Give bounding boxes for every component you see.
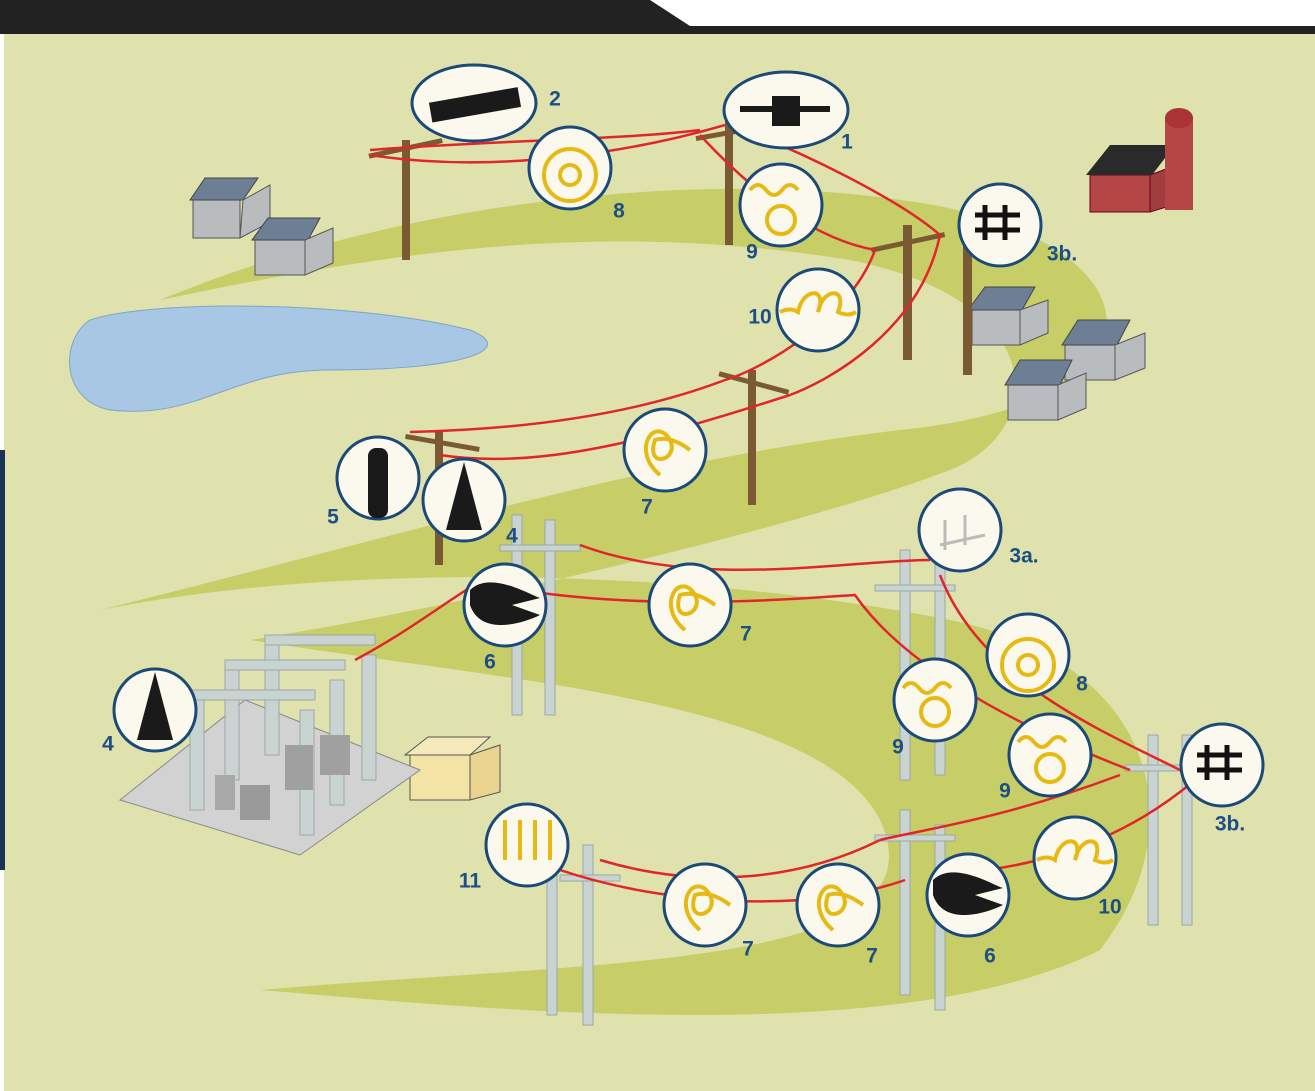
side-bar [0, 450, 5, 870]
callout-number: 9 [892, 736, 904, 759]
callout-number: 8 [1076, 673, 1088, 696]
callout-number: 3b. [1047, 243, 1077, 266]
callout-number: 9 [999, 780, 1011, 803]
callout-number: 2 [549, 88, 561, 111]
callout-number: 7 [742, 938, 754, 961]
callout-number: 7 [641, 496, 653, 519]
callout-number: 4 [102, 733, 114, 756]
callout-number: 10 [748, 306, 771, 329]
callout-number: 1 [841, 131, 853, 154]
callout-number: 11 [459, 870, 482, 893]
callout-number: 3b. [1215, 813, 1245, 836]
callout-number: 4 [506, 525, 518, 548]
callout-number: 6 [984, 945, 996, 968]
callout-number: 8 [613, 200, 625, 223]
callout-number: 3a. [1009, 545, 1038, 568]
callout-number: 5 [327, 506, 339, 529]
callout-number: 7 [740, 623, 752, 646]
callout-number: 6 [484, 651, 496, 674]
callout-number: 7 [866, 945, 878, 968]
illustration: 2 1 8 9 3b. 10 7 5 4 3a. 7 6 8 4 9 9 3b.… [0, 0, 1315, 1091]
callout-number: 10 [1098, 896, 1121, 919]
callout-number: 9 [746, 241, 758, 264]
